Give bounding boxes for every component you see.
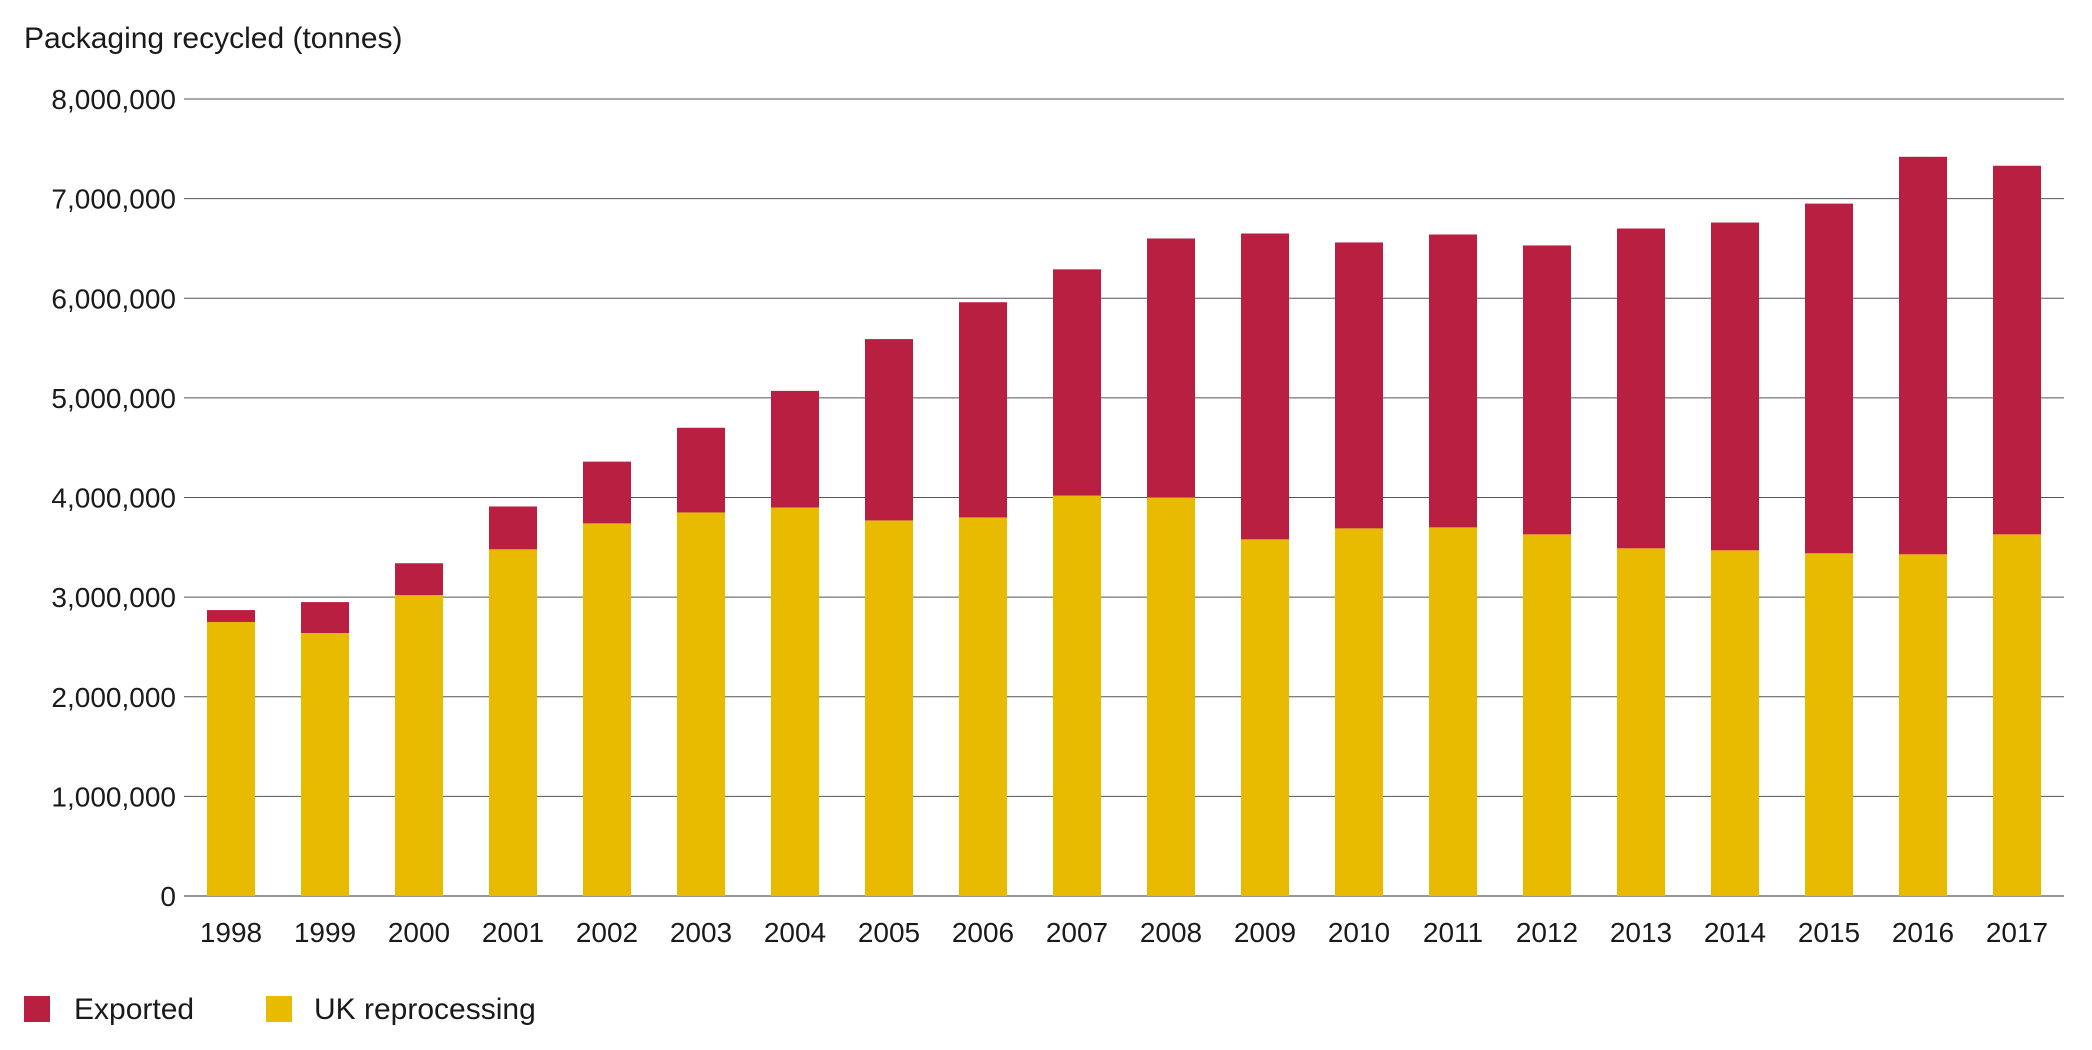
bar-exported-2007 xyxy=(1053,269,1101,496)
bar-uk-reprocessing-2016 xyxy=(1899,554,1947,896)
y-tick-label: 1,000,000 xyxy=(51,781,176,812)
x-tick-label: 2008 xyxy=(1140,917,1202,948)
y-tick-label: 8,000,000 xyxy=(51,84,176,115)
x-tick-label: 2011 xyxy=(1423,917,1483,948)
bar-exported-2006 xyxy=(959,302,1007,518)
y-tick-label: 7,000,000 xyxy=(51,184,176,215)
bar-uk-reprocessing-1999 xyxy=(301,632,349,896)
bar-exported-2011 xyxy=(1429,234,1477,528)
x-tick-labels: 1998 1999 2000 2001 2002 2003 2004 2005 2006 2007… xyxy=(200,917,2048,948)
x-tick-label: 2005 xyxy=(858,917,920,948)
bar-exported-1999 xyxy=(301,602,349,633)
bar-exported-2010 xyxy=(1335,242,1383,529)
bar-uk-reprocessing-2012 xyxy=(1523,534,1571,896)
x-tick-label: 2014 xyxy=(1704,917,1766,948)
y-tick-label: 5,000,000 xyxy=(51,383,176,414)
bar-uk-reprocessing-2004 xyxy=(771,507,819,896)
gridlines xyxy=(184,98,2064,897)
bar-uk-reprocessing-2001 xyxy=(489,549,537,896)
bar-exported-1998 xyxy=(207,610,255,623)
x-tick-label: 2000 xyxy=(388,917,450,948)
y-tick-label: 0 xyxy=(160,881,176,912)
y-tick-label: 4,000,000 xyxy=(51,483,176,514)
y-tick-label: 2,000,000 xyxy=(51,682,176,713)
x-tick-label: 2003 xyxy=(670,917,732,948)
x-tick-label: 2009 xyxy=(1234,917,1296,948)
bar-exported-2013 xyxy=(1617,228,1665,549)
x-tick-label: 2006 xyxy=(952,917,1014,948)
x-tick-label: 2016 xyxy=(1892,917,1954,948)
x-tick-label: 2002 xyxy=(576,917,638,948)
bar-uk-reprocessing-2000 xyxy=(395,595,443,896)
x-tick-label: 2007 xyxy=(1046,917,1108,948)
legend-label-uk-reprocessing: UK reprocessing xyxy=(314,993,536,1026)
x-tick-label: 1999 xyxy=(294,917,356,948)
legend-swatch-exported xyxy=(24,996,50,1022)
bar-exported-2000 xyxy=(395,563,443,596)
bar-exported-2016 xyxy=(1899,156,1947,555)
bar-uk-reprocessing-2006 xyxy=(959,517,1007,896)
bar-uk-reprocessing-2008 xyxy=(1147,497,1195,896)
bar-exported-2005 xyxy=(865,339,913,521)
bar-uk-reprocessing-2014 xyxy=(1711,550,1759,896)
x-tick-label: 2004 xyxy=(764,917,826,948)
bar-uk-reprocessing-2002 xyxy=(583,523,631,896)
x-tick-label: 2012 xyxy=(1516,917,1578,948)
y-tick-label: 6,000,000 xyxy=(51,283,176,314)
bar-exported-2009 xyxy=(1241,233,1289,540)
y-tick-label: 3,000,000 xyxy=(51,582,176,613)
bar-exported-2015 xyxy=(1805,203,1853,554)
x-tick-label: 2013 xyxy=(1610,917,1672,948)
bar-uk-reprocessing-2003 xyxy=(677,512,725,896)
bar-exported-2014 xyxy=(1711,222,1759,551)
bars xyxy=(207,156,2041,896)
bar-uk-reprocessing-2010 xyxy=(1335,528,1383,896)
bar-exported-2008 xyxy=(1147,238,1195,498)
bar-exported-2001 xyxy=(489,506,537,550)
legend-label-exported: Exported xyxy=(74,993,194,1026)
bar-uk-reprocessing-2015 xyxy=(1805,553,1853,896)
bar-uk-reprocessing-2005 xyxy=(865,520,913,896)
bar-exported-2017 xyxy=(1993,165,2041,535)
bar-uk-reprocessing-2011 xyxy=(1429,527,1477,896)
x-tick-label: 2015 xyxy=(1798,917,1860,948)
bar-uk-reprocessing-2013 xyxy=(1617,548,1665,896)
y-axis-title: Packaging recycled (tonnes) xyxy=(24,22,403,55)
x-tick-label: 2010 xyxy=(1328,917,1390,948)
x-tick-label: 1998 xyxy=(200,917,262,948)
legend-swatch-uk-reprocessing xyxy=(266,996,292,1022)
bar-exported-2004 xyxy=(771,390,819,508)
x-tick-label: 2017 xyxy=(1986,917,2048,948)
x-tick-label: 2001 xyxy=(482,917,544,948)
legend: Exported UK reprocessing xyxy=(24,993,536,1026)
y-tick-labels: 0 1,000,000 2,000,000 3,000,000 4,000,000 5,0… xyxy=(51,84,176,912)
bar-exported-2012 xyxy=(1523,245,1571,535)
bar-uk-reprocessing-2017 xyxy=(1993,534,2041,896)
bar-uk-reprocessing-1998 xyxy=(207,622,255,896)
bar-exported-2003 xyxy=(677,427,725,513)
bar-uk-reprocessing-2009 xyxy=(1241,539,1289,896)
bar-uk-reprocessing-2007 xyxy=(1053,495,1101,896)
bar-exported-2002 xyxy=(583,461,631,524)
